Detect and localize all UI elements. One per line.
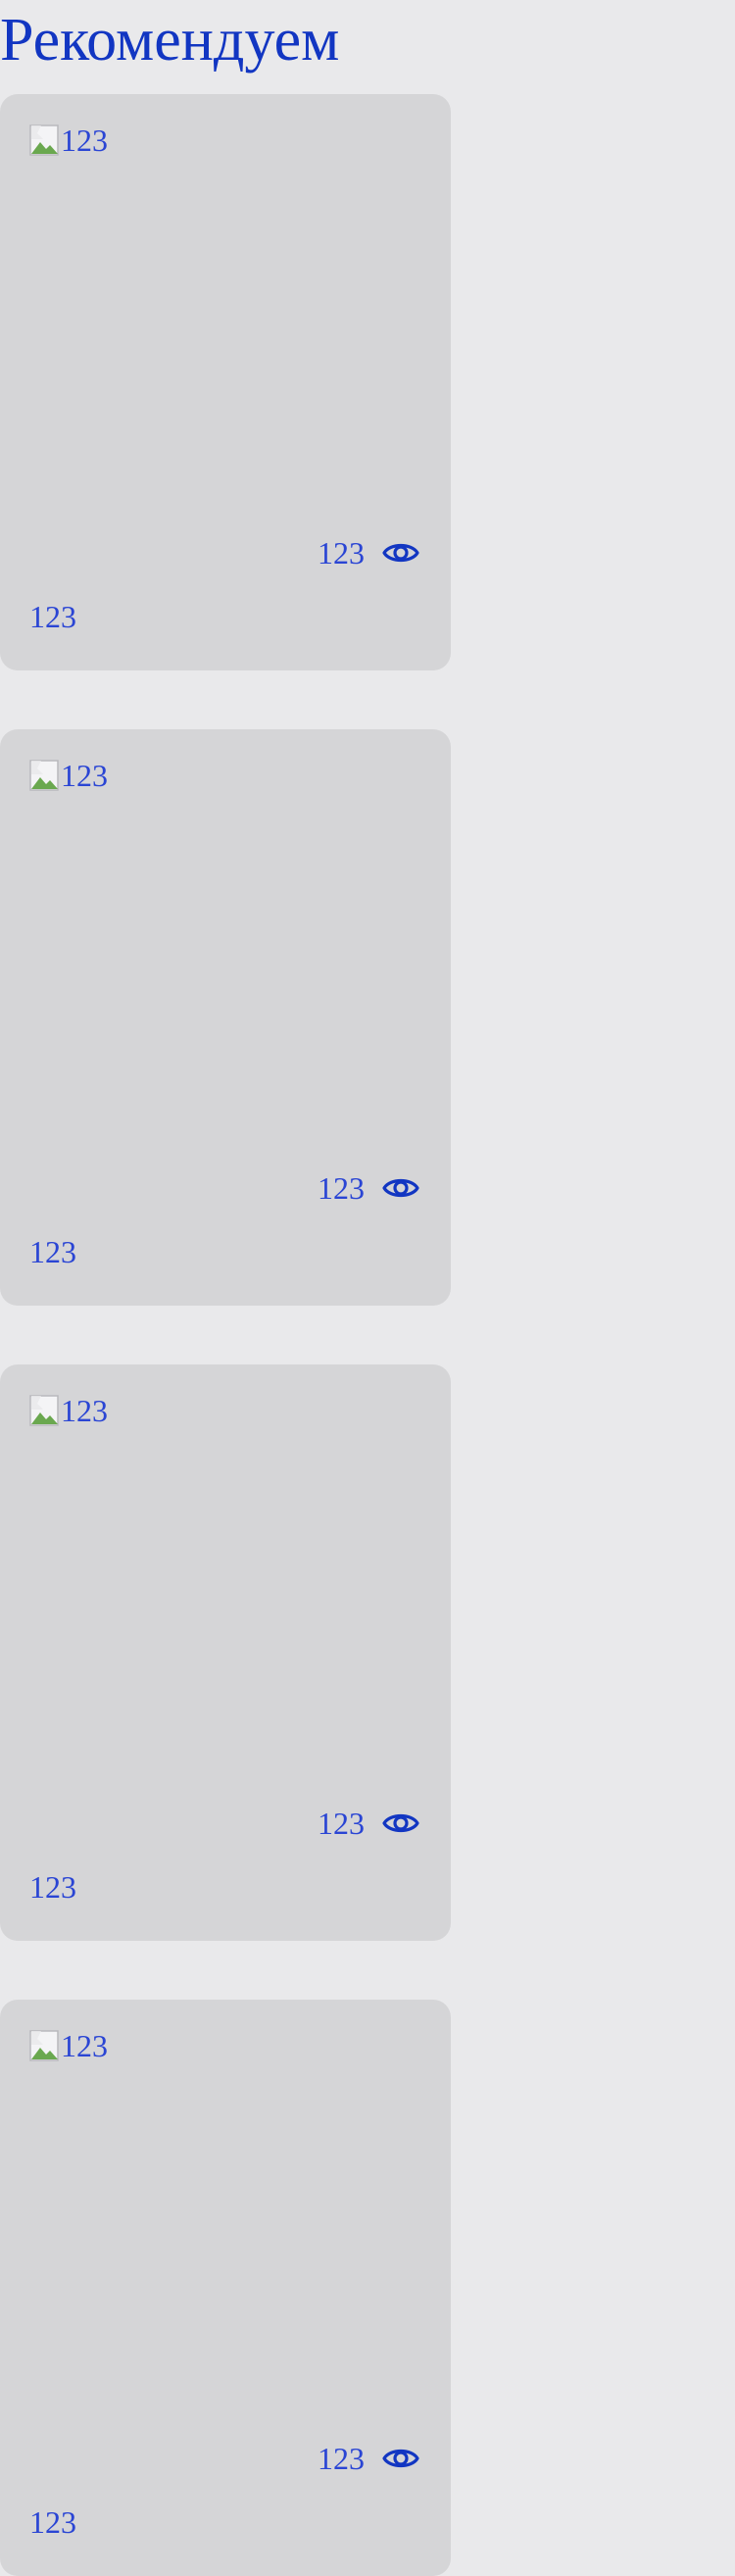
card-image[interactable]: 123 — [29, 124, 108, 157]
section-title: Рекомендуем — [0, 7, 340, 74]
image-alt-text: 123 — [61, 758, 108, 793]
broken-image-icon — [29, 1394, 61, 1427]
views-counter: 123 — [318, 533, 419, 572]
card-image[interactable]: 123 — [29, 2029, 108, 2062]
views-counter: 123 — [318, 1168, 419, 1208]
image-alt-text: 123 — [61, 123, 108, 158]
eye-icon — [382, 1168, 419, 1208]
views-count: 123 — [318, 2441, 365, 2476]
card-title[interactable]: 123 — [29, 1234, 76, 1269]
views-count: 123 — [318, 535, 365, 570]
image-alt-text: 123 — [61, 1393, 108, 1428]
views-count: 123 — [318, 1806, 365, 1841]
recommendation-card[interactable]: 123 123 123 — [0, 729, 451, 1306]
recommendation-card[interactable]: 123 123 123 — [0, 2000, 451, 2576]
eye-icon — [382, 1804, 419, 1843]
views-count: 123 — [318, 1170, 365, 1206]
broken-image-icon — [29, 124, 61, 157]
eye-icon — [382, 533, 419, 572]
card-title[interactable]: 123 — [29, 1869, 76, 1905]
broken-image-icon — [29, 2029, 61, 2062]
eye-icon — [382, 2439, 419, 2478]
card-image[interactable]: 123 — [29, 759, 108, 792]
views-counter: 123 — [318, 1804, 419, 1843]
recommendation-card[interactable]: 123 123 123 — [0, 94, 451, 670]
image-alt-text: 123 — [61, 2028, 108, 2063]
recommendation-card[interactable]: 123 123 123 — [0, 1364, 451, 1941]
broken-image-icon — [29, 759, 61, 792]
card-title[interactable]: 123 — [29, 2504, 76, 2540]
views-counter: 123 — [318, 2439, 419, 2478]
card-title[interactable]: 123 — [29, 599, 76, 634]
card-image[interactable]: 123 — [29, 1394, 108, 1427]
